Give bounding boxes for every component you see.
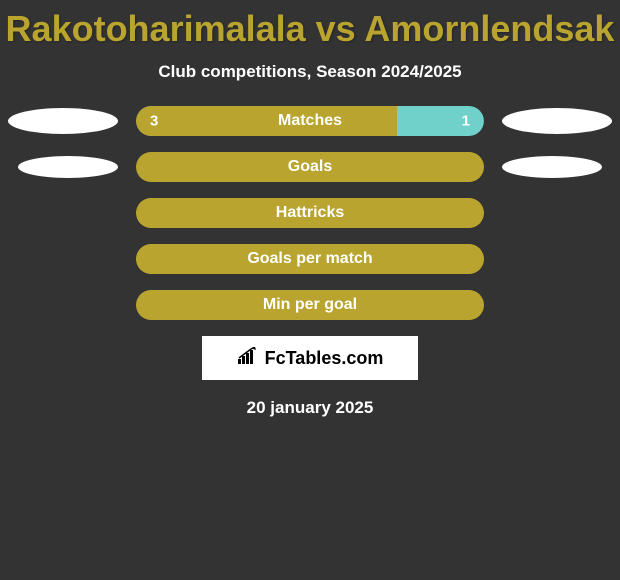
bar-label: Matches [278, 112, 342, 130]
bar-right-value: 1 [462, 113, 470, 130]
player-left-marker [8, 108, 118, 134]
stat-bar: Hattricks [136, 198, 484, 228]
bar-left-segment [136, 106, 397, 136]
logo-label: FcTables.com [265, 348, 384, 369]
bar-label: Goals [288, 158, 332, 176]
bar-label: Min per goal [263, 296, 357, 314]
bar-left-value: 3 [150, 113, 158, 130]
bar-label: Goals per match [247, 250, 372, 268]
bar-label: Hattricks [276, 204, 344, 222]
stat-row: 3 Matches 1 [0, 106, 620, 136]
chart-icon [237, 347, 259, 370]
footer-date: 20 january 2025 [0, 398, 620, 418]
comparison-subtitle: Club competitions, Season 2024/2025 [0, 62, 620, 82]
stat-row: Min per goal [0, 290, 620, 320]
player-right-marker [502, 156, 602, 178]
player-left-marker [18, 156, 118, 178]
stat-row: Goals per match [0, 244, 620, 274]
logo-text: FcTables.com [237, 347, 384, 370]
stat-bar: Goals per match [136, 244, 484, 274]
stat-bar: Min per goal [136, 290, 484, 320]
comparison-chart: 3 Matches 1 Goals Hattricks Goals per match Mi… [0, 106, 620, 320]
logo-box: FcTables.com [202, 336, 418, 380]
comparison-title: Rakotoharimalala vs Amornlendsak [0, 0, 620, 50]
stat-bar: Goals [136, 152, 484, 182]
stat-row: Goals [0, 152, 620, 182]
player-right-marker [502, 108, 612, 134]
stat-bar: 3 Matches 1 [136, 106, 484, 136]
stat-row: Hattricks [0, 198, 620, 228]
